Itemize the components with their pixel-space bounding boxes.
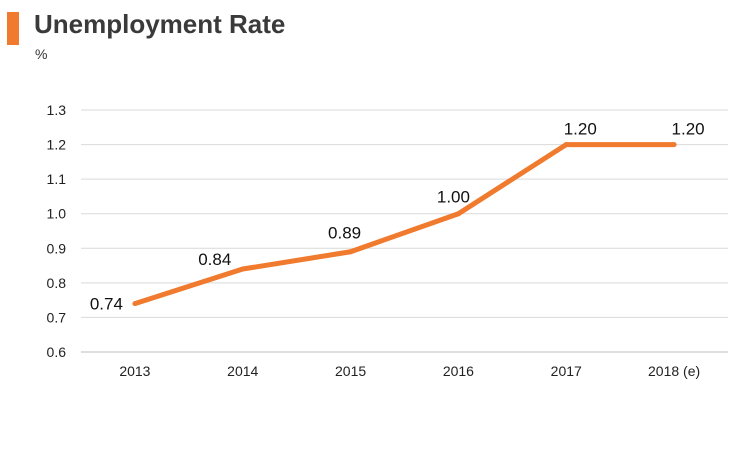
x-tick-label: 2016 [443, 363, 474, 379]
x-tick-label: 2018 (e) [648, 363, 700, 379]
series-line-layer [132, 142, 677, 307]
x-tick-label: 2013 [119, 363, 150, 379]
data-label: 0.89 [328, 224, 361, 243]
data-labels: 0.74 0.84 0.89 1.00 1.20 1.20 [90, 120, 705, 314]
data-label: 1.20 [564, 120, 597, 139]
chart-title: Unemployment Rate [34, 9, 286, 39]
y-axis-tick-labels: 0.6 0.7 0.8 0.9 1.0 1.1 1.2 1.3 [47, 102, 67, 360]
y-tick-label: 1.1 [47, 171, 67, 187]
unit-label: % [35, 46, 48, 62]
y-tick-label: 1.3 [47, 102, 67, 118]
data-point [671, 142, 677, 148]
data-point [563, 142, 569, 148]
title-accent-bar [7, 12, 19, 45]
y-tick-label: 1.2 [47, 137, 67, 153]
y-tick-label: 1.0 [47, 206, 67, 222]
y-tick-label: 0.6 [47, 344, 67, 360]
data-point [240, 266, 246, 272]
chart-header: Unemployment Rate % [0, 0, 749, 70]
data-label: 0.74 [90, 295, 123, 314]
y-tick-label: 0.8 [47, 275, 67, 291]
x-tick-label: 2014 [227, 363, 258, 379]
x-tick-label: 2017 [551, 363, 582, 379]
data-point [132, 301, 138, 307]
x-tick-label: 2015 [335, 363, 366, 379]
y-tick-label: 0.9 [47, 240, 67, 256]
data-label: 1.00 [437, 188, 470, 207]
y-tick-label: 0.7 [47, 309, 67, 325]
data-label: 1.20 [672, 120, 705, 139]
series-line [134, 142, 675, 306]
data-label: 0.84 [198, 250, 231, 269]
data-point [455, 211, 461, 217]
data-point [348, 249, 354, 255]
x-axis-tick-labels: 2013 2014 2015 2016 2017 2018 (e) [119, 363, 700, 379]
